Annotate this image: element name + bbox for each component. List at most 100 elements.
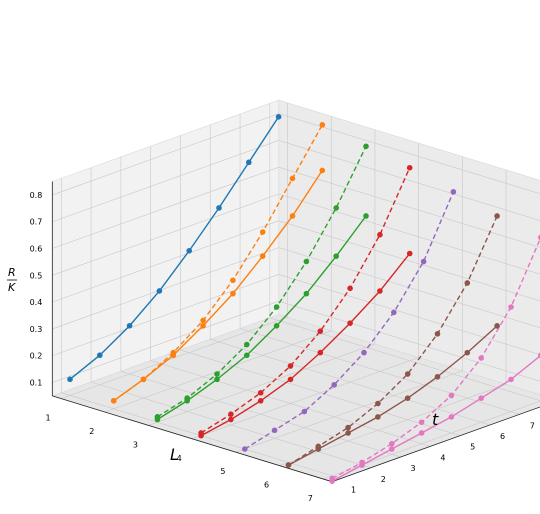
grid-line-left-z [52,140,279,223]
x-tick-label: 4 [177,454,182,463]
data-point-L4-solid [347,320,353,326]
series-line-L7-solid [331,355,540,482]
data-point-L4-dashed [228,411,234,417]
z-tick-label: 0.4 [30,298,43,307]
data-point-L5-dashed [361,349,367,356]
y-tick-label: 3 [411,464,416,473]
data-lines [69,116,540,482]
grid-line-left-z [52,166,279,249]
data-point-L2-solid [259,253,266,259]
data-point-L3-solid [244,352,250,359]
y-tick-label: 4 [440,453,445,462]
grid-line-floor-l [148,343,376,426]
z-axis-label-numerator: R [8,266,16,279]
data-point-L6-solid [494,323,500,329]
data-point-L3-dashed [244,341,250,348]
data-point-L6-dashed [375,400,381,407]
data-point-L6-dashed [285,462,292,468]
data-point-L6-dashed [434,331,441,337]
data-point-L5-dashed [301,408,308,415]
data-point-L1-solid [246,159,252,166]
z-tick-label: 0.8 [30,191,43,200]
data-point-L3-solid [273,323,280,329]
data-point-L5-dashed [391,309,397,316]
data-point-L2-dashed [319,122,326,128]
data-point-L4-solid [377,288,383,294]
y-axis-label: t [432,410,439,429]
data-point-L5-dashed [331,381,338,388]
grid-line-floor-t [239,328,520,415]
series-line-L5-dashed [244,191,455,450]
series-line-L4-dashed [200,167,411,434]
data-point-L4-dashed [347,285,353,292]
data-point-L7-solid [418,430,425,436]
grid-line-floor-l [192,357,419,440]
grid-line-floor-t [90,381,371,469]
data-point-L4-solid [228,416,234,423]
data-point-L2-dashed [200,317,206,324]
grid-line-floor-t [120,371,401,458]
data-point-L3-dashed [333,205,340,211]
data-point-L6-solid [434,373,441,380]
data-point-L3-solid [303,290,310,297]
data-point-L2-solid [230,290,236,297]
series-line-L2-dashed [113,124,323,402]
y-tick-label: 2 [381,475,386,484]
data-point-L3-dashed [363,143,369,150]
data-point-L3-solid [214,376,220,383]
data-point-L7-dashed [329,475,336,482]
data-point-L2-dashed [140,376,147,383]
y-tick-label: 5 [470,443,475,452]
series-line-L1-solid [69,116,280,380]
data-point-L4-solid [287,376,294,383]
x-tick-label: 7 [308,494,313,503]
grid-line-back-z [278,166,540,248]
data-point-L2-dashed [170,349,177,356]
data-point-L1-solid [126,322,133,329]
z-tick-label: 0.6 [30,245,43,254]
data-point-L2-solid [200,322,206,329]
x-tick-label: 1 [46,414,51,423]
data-point-L4-solid [406,250,413,257]
data-point-L3-dashed [214,371,220,377]
y-tick-label: 1 [351,485,356,494]
z-axis-label-denominator: K [8,281,16,294]
data-point-L1-solid [216,205,222,211]
data-point-L4-dashed [257,389,264,396]
grid-line-left-z [52,113,279,196]
x-axis-label: L [170,445,179,464]
data-point-L6-dashed [494,213,500,219]
series-line-L3-dashed [157,145,367,418]
data-point-L3-dashed [154,414,161,420]
grid-line-left-z [52,220,279,303]
data-point-L7-dashed [478,355,485,361]
data-point-L4-solid [317,349,324,356]
data-point-L7-solid [478,395,485,401]
data-point-L4-solid [257,398,264,404]
grid-line-back-z [278,193,540,275]
data-point-L6-solid [345,430,351,436]
data-point-L1-solid [156,288,163,294]
grid-line-back-z [278,300,540,382]
x-tick-label: 3 [133,440,138,449]
series-line-L6-solid [288,325,498,466]
data-point-L4-dashed [317,328,324,334]
data-point-L7-dashed [448,392,455,399]
data-point-L2-dashed [230,277,236,284]
data-point-L1-solid [275,114,282,120]
data-point-L5-dashed [242,446,248,452]
data-point-L4-dashed [377,231,383,238]
z-tick-label: 0.1 [30,379,43,388]
y-tick-label: 6 [500,432,505,441]
data-point-L7-solid [389,446,395,452]
axes-panes [51,99,540,483]
grid-line-floor-l [104,330,332,413]
data-point-L3-dashed [273,304,280,310]
data-point-L7-dashed [418,419,425,426]
data-point-L2-solid [319,167,326,174]
data-point-L7-dashed [389,440,395,447]
grid-line-back-z [278,140,540,221]
grid-line-floor-t [210,338,491,426]
x-tick-label: 2 [89,427,94,436]
